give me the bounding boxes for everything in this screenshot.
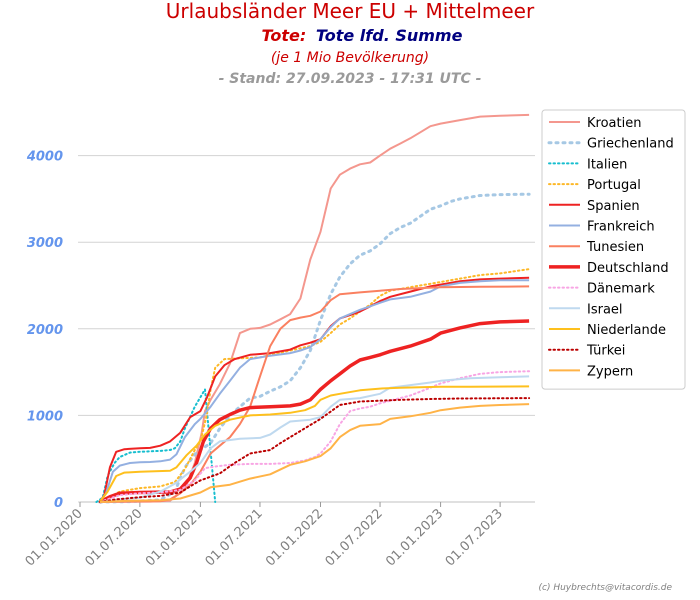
chart-title: Urlaubsländer Meer EU + Mittelmeer: [166, 0, 535, 23]
chart-subtitle-prefix: Tote:: [262, 26, 307, 45]
y-tick-label: 0: [54, 496, 63, 511]
legend-label: Tunesien: [586, 240, 644, 255]
series-line-spanien: [98, 276, 530, 503]
x-tick-label: 01.07.2021: [203, 506, 266, 569]
series-line-t-rkei: [98, 397, 531, 503]
series-layer: [95, 113, 531, 504]
legend-box: [541, 109, 686, 390]
series-line-zypern: [99, 403, 530, 503]
chart-axes: 0100020003000400001.01.202001.07.202001.…: [23, 150, 535, 569]
x-tick-label: 01.01.2021: [143, 506, 206, 569]
y-tick-label: 1000: [27, 409, 63, 424]
chart-grid: [78, 155, 535, 503]
series-line-israel: [99, 375, 530, 503]
series-line-griechenland: [98, 192, 531, 504]
x-tick-label: 01.07.2023: [443, 506, 506, 569]
y-tick-label: 4000: [26, 150, 63, 165]
series-line-d-nemark: [98, 370, 531, 503]
x-tick-label: 01.01.2020: [23, 506, 86, 569]
legend-label: Niederlande: [587, 323, 666, 338]
series-line-frankreich: [98, 279, 530, 503]
chart-legend: Kroatien Griechenland Italien Portugal Spani…: [541, 109, 686, 390]
x-tick-label: 01.01.2022: [263, 506, 326, 569]
legend-label: Frankreich: [587, 220, 655, 235]
chart-subtitle: Tote: Tote lfd. Summe: [262, 26, 463, 45]
y-tick-label: 3000: [27, 236, 63, 251]
x-tick-label: 01.07.2020: [82, 506, 145, 569]
legend-label: Kroatien: [587, 116, 641, 131]
chart-subtitle-2: (je 1 Mio Bevölkerung): [271, 50, 429, 66]
legend-label: Israel: [587, 302, 623, 317]
series-line-niederlande: [98, 385, 530, 503]
series-line-deutschland: [98, 319, 530, 504]
chart-subtitle-3: - Stand: 27.09.2023 - 17:31 UTC -: [219, 71, 482, 87]
legend-label: Spanien: [587, 199, 640, 214]
series-line-portugal: [101, 268, 531, 503]
y-tick-label: 2000: [27, 323, 63, 338]
x-tick-label: 01.01.2023: [383, 506, 446, 569]
legend-label: Deutschland: [587, 261, 669, 276]
chart-subtitle-main: Tote lfd. Summe: [316, 26, 463, 45]
legend-label: Portugal: [587, 178, 641, 193]
legend-label: Türkei: [586, 344, 625, 359]
credit-text: (c) Huybrechts@vitacordis.de: [539, 583, 673, 593]
x-tick-label: 01.07.2022: [323, 506, 386, 569]
legend-label: Italien: [587, 157, 627, 172]
legend-label: Griechenland: [587, 137, 674, 152]
legend-label: Zypern: [587, 364, 633, 379]
legend-label: Dänemark: [587, 282, 655, 297]
